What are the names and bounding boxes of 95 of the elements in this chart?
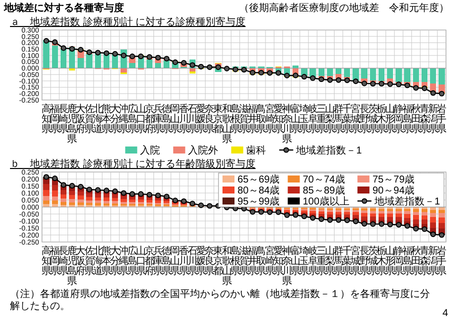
x-tick-label: 富山県 [290, 245, 301, 277]
legend-label: 100歳以上 [302, 196, 350, 208]
x-tick-label: 岡山県 [170, 246, 180, 277]
x-tick-label: 山形県 [385, 245, 396, 277]
x-tick-label: 北海道 [92, 245, 103, 277]
legend-label: 95～99歳 [238, 196, 280, 208]
x-tick-label: 岐阜県 [308, 245, 318, 277]
x-tick-label: 静岡県 [394, 103, 404, 135]
chart-title: 地域差に対する各種寄与度 [3, 2, 124, 14]
x-tick-label: 沖縄県 [118, 245, 129, 277]
x-tick-label: 東京都 [213, 103, 224, 135]
legend-label: 地域差指数－1 [295, 144, 362, 156]
x-tick-label: 奈良県 [204, 246, 215, 277]
x-tick-label: 和歌山県 [222, 103, 232, 145]
x-tick-label: 奈良県 [204, 104, 215, 135]
x-tick-label: 熊本県 [101, 103, 112, 135]
x-tick-label: 山梨県 [324, 103, 335, 135]
x-tick-label: 広島県 [127, 245, 138, 277]
x-tick-label: 宮城県 [350, 245, 361, 277]
x-tick-label: 福井県 [248, 103, 258, 135]
x-tick-label: 福岡県 [50, 103, 60, 135]
x-tick-label: 山口県 [136, 103, 146, 135]
x-tick-label: 愛知県 [273, 245, 284, 277]
x-tick-label: 三重県 [316, 104, 326, 135]
x-tick-label: 岩手県 [436, 103, 447, 135]
x-tick-label: 愛知県 [273, 103, 284, 135]
x-tick-label: 福井県 [248, 245, 258, 277]
x-tick-label: 山梨県 [324, 245, 335, 277]
legend-label: 85～89歳 [302, 184, 345, 196]
text: （後期高齢者医療制度の地域差 令和元年度） [239, 2, 449, 14]
x-tick-label: 福岡県 [50, 245, 60, 277]
x-tick-label: 佐賀県 [84, 104, 94, 135]
x-tick-label: 宮崎県 [264, 245, 275, 277]
x-tick-label: 大阪府 [76, 245, 86, 277]
x-tick-label: 福島県 [402, 245, 412, 277]
legend-label: 65～69歳 [238, 174, 280, 186]
x-tick-label: 熊本県 [101, 245, 112, 277]
x-tick-label: 香川県 [178, 103, 189, 135]
x-tick-label: 山形県 [385, 103, 396, 135]
x-tick-label: 秋田県 [410, 245, 421, 277]
x-tick-label: 宮城県 [350, 103, 361, 135]
x-tick-label: 千葉県 [342, 103, 352, 135]
x-tick-label: 岩手県 [436, 245, 447, 277]
x-tick-label: 島根県 [230, 245, 240, 277]
x-tick-label: 富山県 [290, 103, 301, 135]
legend-label: 歯科 [246, 144, 266, 156]
x-tick-label: 埼玉県 [298, 103, 310, 135]
x-tick-label: 新潟県 [428, 245, 438, 277]
x-tick-label: 佐賀県 [84, 246, 94, 277]
text: （注）各都道府県の地域差指数の全国平均からのかい離（地域差指数－１）を各種寄与度に分解したもの。 [10, 288, 430, 312]
x-tick-label: 長野県 [359, 246, 370, 277]
x-tick-label: 青森県 [420, 103, 430, 135]
x-tick-label: 大分県 [110, 103, 120, 135]
x-tick-label: 徳島県 [162, 246, 172, 277]
x-tick-label: 滋賀県 [239, 103, 249, 135]
x-tick-label: 鳥取県 [255, 245, 266, 277]
x-tick-label: 埼玉県 [298, 245, 310, 277]
x-tick-label: 滋賀県 [239, 245, 249, 277]
x-tick-label: 北海道 [92, 103, 103, 135]
x-tick-label: 千葉県 [342, 245, 352, 277]
legend-label: 入院 [140, 144, 160, 156]
x-tick-label: 岡山県 [170, 104, 180, 135]
x-tick-label: 群馬県 [332, 103, 344, 135]
x-tick-label: 東京都 [213, 245, 224, 277]
x-tick-label: 広島県 [127, 103, 138, 135]
legend-label: 90～94歳 [372, 184, 415, 196]
legend-label: 入院外 [188, 144, 218, 156]
legend-label: 70～74歳 [302, 174, 345, 186]
x-tick-label: 三重県 [316, 246, 326, 277]
x-tick-label: 大阪府 [76, 103, 86, 135]
x-tick-label: 高知県 [41, 245, 52, 277]
x-tick-label: 島根県 [230, 103, 240, 135]
legend-label: 地域差指数－1 [373, 196, 440, 208]
x-tick-label: 鳥取県 [255, 103, 266, 135]
x-tick-label: 秋田県 [410, 103, 421, 135]
x-tick-label: 徳島県 [162, 104, 172, 135]
x-tick-label: 山口県 [136, 245, 146, 277]
x-tick-label: 岐阜県 [308, 103, 318, 135]
x-tick-label: 香川県 [178, 245, 189, 277]
x-tick-label: 群馬県 [332, 245, 344, 277]
x-tick-label: 新潟県 [428, 103, 438, 135]
x-tick-label: 長野県 [359, 104, 370, 135]
legend-label: 75～79歳 [372, 174, 415, 186]
x-tick-label: 青森県 [420, 245, 430, 277]
x-tick-label: 和歌山県 [222, 245, 232, 287]
x-tick-label: 神奈川県 [282, 103, 292, 145]
x-tick-label: 福島県 [402, 103, 412, 135]
x-tick-label: 宮崎県 [264, 103, 275, 135]
x-tick-label: 沖縄県 [118, 103, 129, 135]
x-tick-label: 大分県 [110, 245, 120, 277]
text: 4 [442, 308, 448, 319]
x-tick-label: 静岡県 [394, 245, 404, 277]
x-tick-label: 神奈川県 [282, 245, 292, 287]
legend-label: 80～84歳 [238, 184, 280, 196]
x-tick-label: 高知県 [41, 103, 52, 135]
